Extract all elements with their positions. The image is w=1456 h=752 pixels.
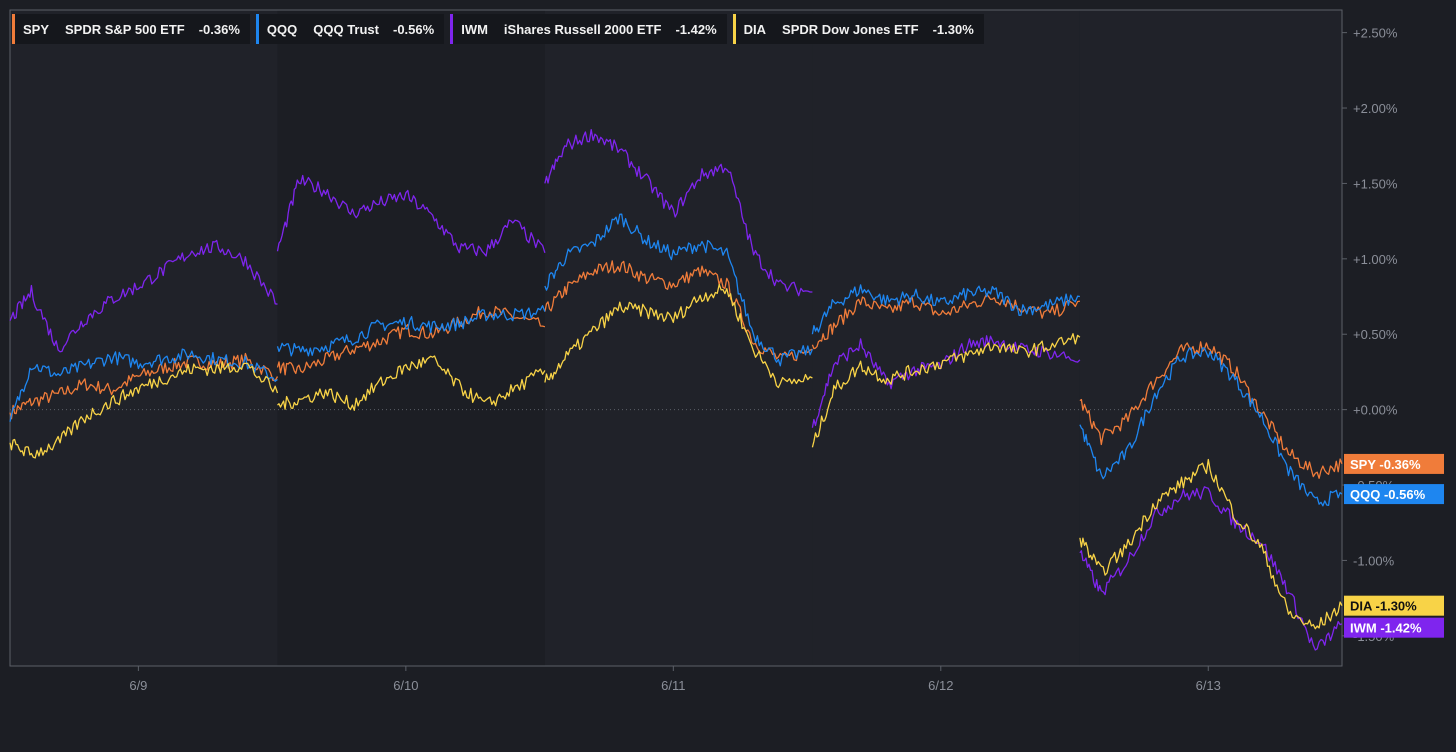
series-line-qqq-session-3 <box>811 284 1080 335</box>
series-line-qqq-session-4 <box>1079 347 1343 507</box>
legend-name: iShares Russell 2000 ETF <box>503 21 662 37</box>
last-value-tag-text: QQQ -0.56% <box>1350 487 1426 502</box>
session-bg-3 <box>812 10 1080 666</box>
legend-swatch-iwm <box>450 14 454 44</box>
series-line-spy-session-4 <box>1079 341 1343 479</box>
last-value-tag-spy <box>1344 453 1444 474</box>
plot-frame <box>9 9 1343 667</box>
session-bg-2 <box>544 10 813 666</box>
last-value-tag-iwm <box>1344 617 1444 638</box>
series-line-qqq-session-0 <box>9 348 278 422</box>
y-tick-label: +1.50% <box>1353 176 1398 191</box>
legend-ticker: IWM <box>461 21 488 37</box>
last-value-tag-text: SPY -0.36% <box>1350 457 1421 472</box>
series-line-iwm-session-0 <box>9 239 278 353</box>
x-tick-label: 6/10 <box>393 678 418 693</box>
series-line-dia-session-2 <box>544 283 813 389</box>
legend-name: SPDR Dow Jones ETF <box>782 21 919 37</box>
y-axis: +2.50%+2.00%+1.50%+1.00%+0.50%+0.00%-0.5… <box>1342 26 1398 644</box>
legend-swatch-qqq <box>255 14 259 44</box>
session-backgrounds <box>10 10 1342 666</box>
y-tick-label: -1.00% <box>1353 553 1395 568</box>
series-line-iwm-session-1 <box>276 174 546 257</box>
legend-item-spy[interactable]: SPY SPDR S&P 500 ETF -0.36% <box>12 14 250 44</box>
legend-ticker: DIA <box>743 21 767 37</box>
y-tick-label: +2.00% <box>1353 101 1398 116</box>
legend-change: -0.36% <box>198 21 240 37</box>
x-tick-label: 6/9 <box>129 678 147 693</box>
y-tick-label: +1.00% <box>1353 252 1398 267</box>
legend-name: QQQ Trust <box>313 21 379 37</box>
series-lines <box>9 128 1343 651</box>
session-bg-4 <box>1079 10 1342 666</box>
legend-change: -1.30% <box>932 21 974 37</box>
y-tick-label: +0.00% <box>1353 403 1398 418</box>
x-axis: 6/9 6/10 6/11 6/12 6/13 <box>129 666 1221 693</box>
series-line-dia-session-1 <box>277 355 546 411</box>
series-line-spy-session-2 <box>544 260 813 362</box>
x-tick-label: 6/12 <box>928 678 953 693</box>
legend-name: SPDR S&P 500 ETF <box>65 21 185 37</box>
session-bg-1 <box>277 10 545 666</box>
session-bg-0 <box>10 10 278 666</box>
x-tick-label: 6/11 <box>661 678 685 693</box>
legend-item-qqq[interactable]: QQQ QQQ Trust -0.56% <box>255 14 445 44</box>
series-line-iwm-session-2 <box>544 128 813 297</box>
legend: SPY SPDR S&P 500 ETF -0.36% QQQ QQQ Trus… <box>12 14 984 44</box>
y-tick-label: +2.50% <box>1353 26 1398 41</box>
last-value-tag-text: IWM -1.42% <box>1350 621 1422 636</box>
legend-ticker: SPY <box>23 21 50 37</box>
series-line-spy-session-3 <box>811 293 1081 350</box>
legend-swatch-spy <box>12 14 15 44</box>
last-value-tag-text: DIA -1.30% <box>1350 599 1417 614</box>
series-line-qqq-session-2 <box>544 213 813 367</box>
legend-change: -1.42% <box>675 21 717 37</box>
legend-ticker: QQQ <box>266 21 298 37</box>
y-tick-label: +0.50% <box>1353 327 1398 342</box>
series-line-dia-session-4 <box>1079 458 1343 630</box>
last-value-tag-dia <box>1344 595 1444 616</box>
legend-item-iwm[interactable]: IWM iShares Russell 2000 ETF -1.42% <box>450 14 727 44</box>
series-line-dia-session-3 <box>811 333 1081 448</box>
last-value-tags: SPY -0.36% QQQ -0.56% DIA -1.30% IWM -1.42% <box>1344 453 1444 638</box>
series-line-dia-session-0 <box>9 361 279 459</box>
x-tick-label: 6/13 <box>1196 678 1221 693</box>
legend-swatch-dia <box>732 14 736 44</box>
legend-item-dia[interactable]: DIA SPDR Dow Jones ETF -1.30% <box>732 14 984 44</box>
legend-change: -0.56% <box>393 21 435 37</box>
series-line-qqq-session-1 <box>276 305 546 357</box>
last-value-tag-qqq <box>1344 484 1444 505</box>
